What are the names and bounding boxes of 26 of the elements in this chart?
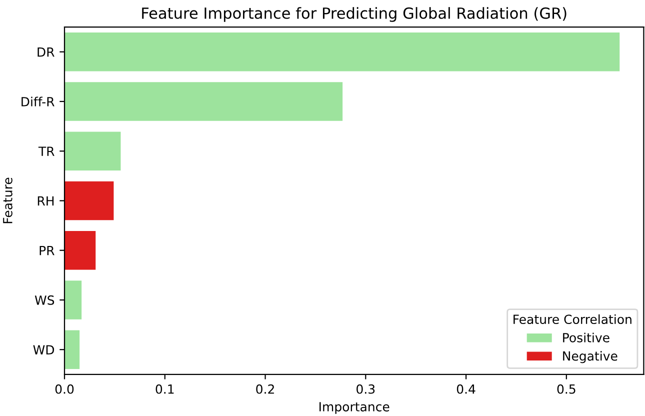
bar xyxy=(64,32,620,72)
legend-title: Feature Correlation xyxy=(514,314,632,324)
y-axis-title: Feature xyxy=(3,178,12,224)
bar xyxy=(64,330,80,369)
y-tick-label: PR xyxy=(40,246,54,256)
x-tick-label: 0.1 xyxy=(156,384,174,394)
chart-title: Feature Importance for Predicting Global Radiation (GR) xyxy=(142,7,566,22)
y-tick-label: WS xyxy=(34,295,54,305)
y-tick-label: DR xyxy=(38,47,54,57)
x-tick-label: 0.5 xyxy=(557,384,576,394)
x-tick-label: 0.3 xyxy=(356,384,375,394)
x-axis-title: Importance xyxy=(320,402,390,414)
bar xyxy=(64,230,96,270)
y-tick-label: TR xyxy=(38,146,54,156)
x-tick-label: 0.4 xyxy=(456,384,476,394)
legend-label: Negative xyxy=(563,351,618,364)
bar xyxy=(64,82,343,121)
bar xyxy=(64,132,121,170)
x-tick-label: 0.2 xyxy=(256,384,274,394)
bar xyxy=(64,181,114,220)
x-tick-label: 0.0 xyxy=(55,384,74,394)
bar xyxy=(64,280,82,320)
y-tick-label: WD xyxy=(33,345,54,354)
y-tick-label: RH xyxy=(38,196,54,206)
y-tick-label: Diff-R xyxy=(22,96,54,106)
legend-label: Positive xyxy=(563,332,610,342)
